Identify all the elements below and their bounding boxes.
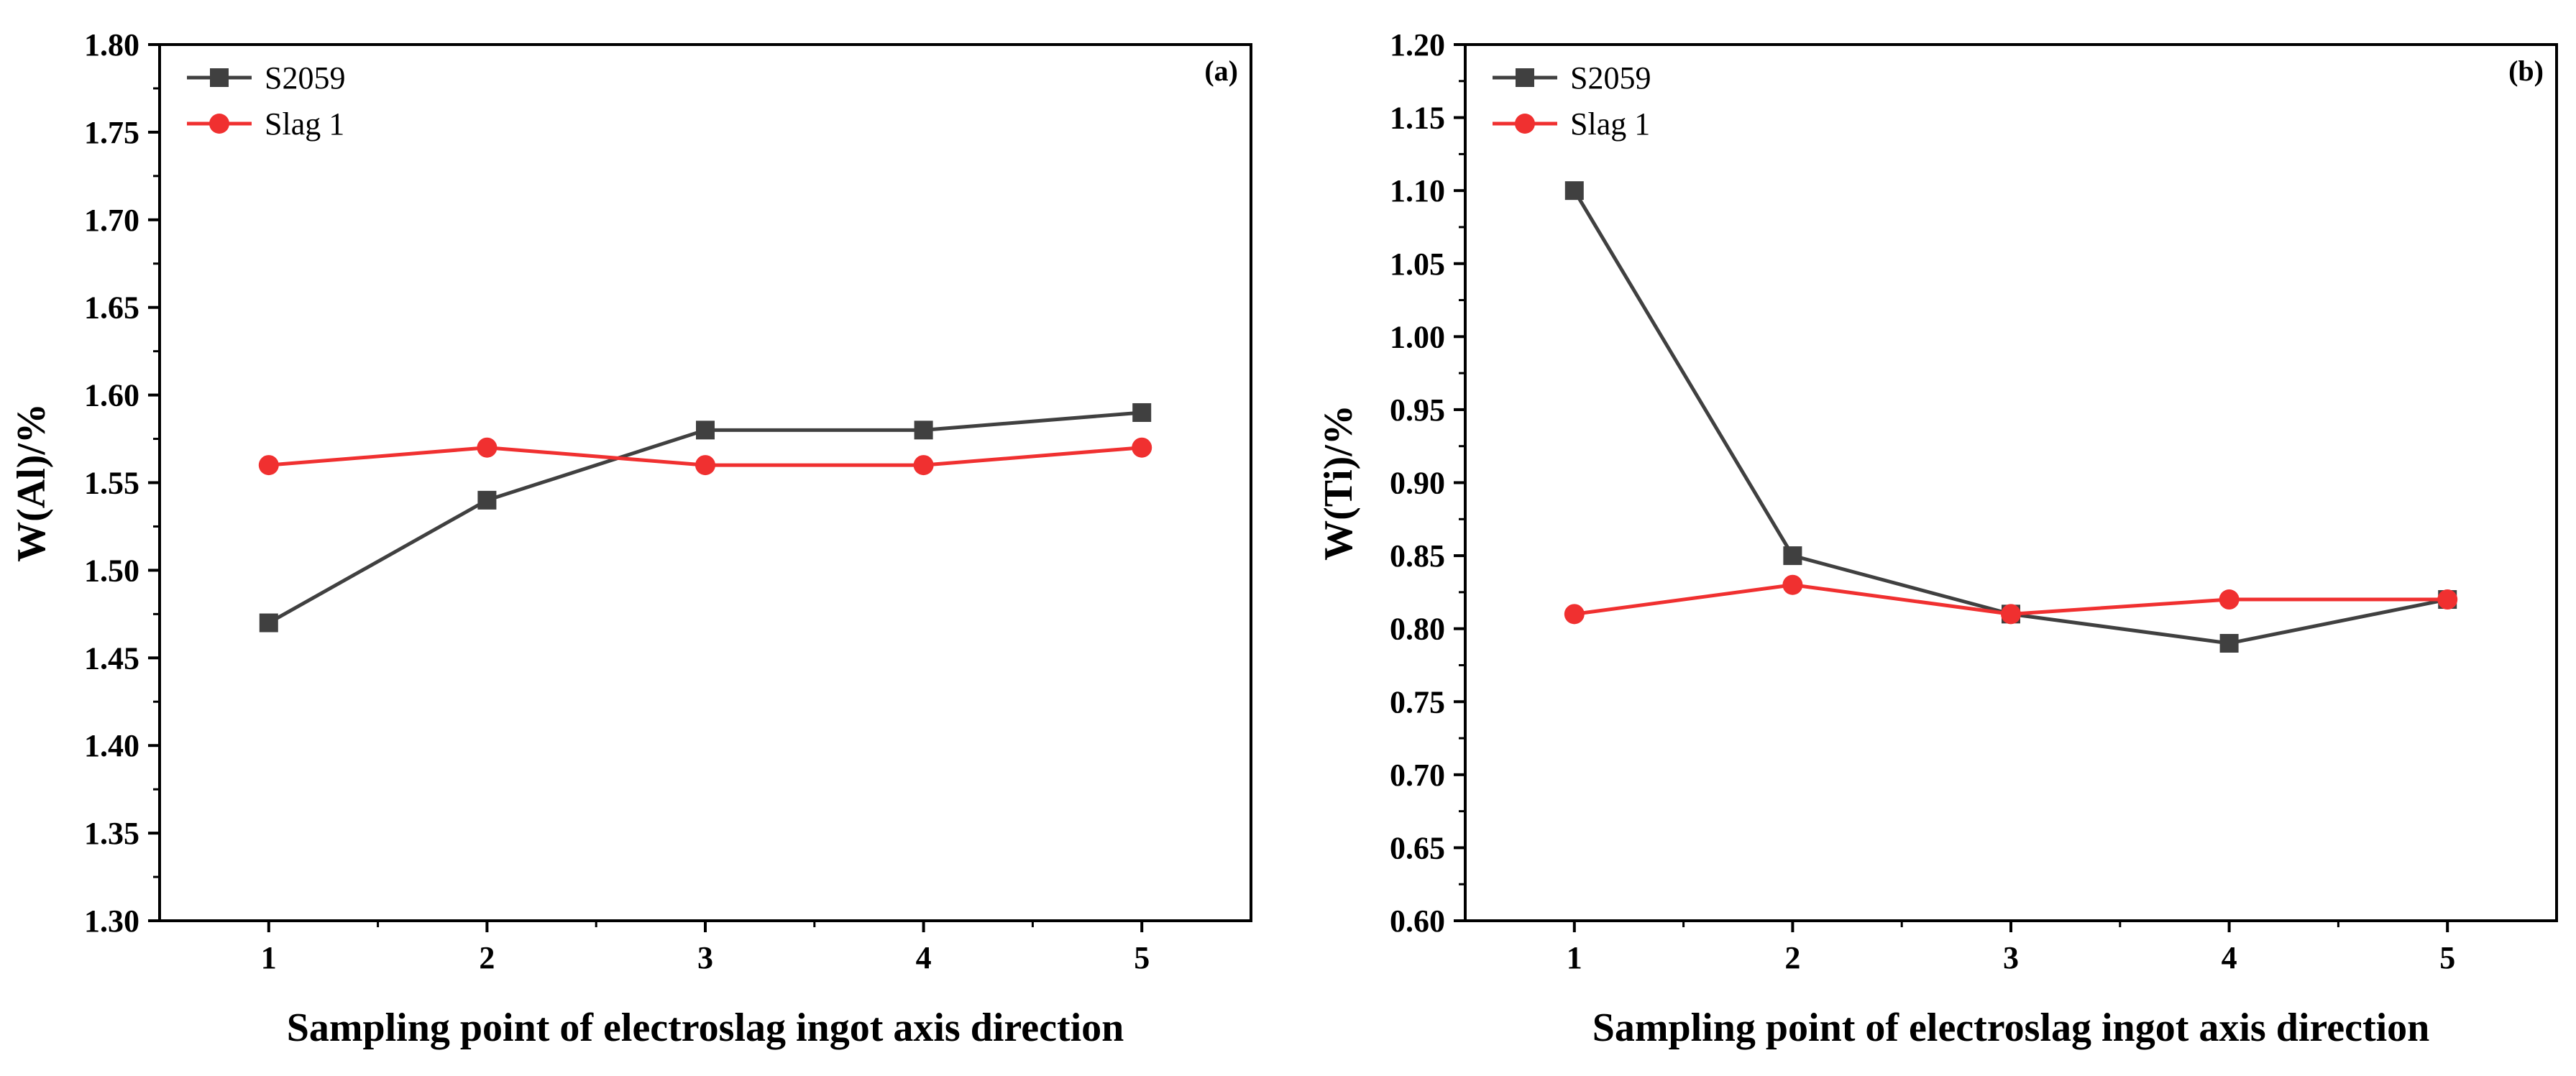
y-tick-label: 1.30 — [84, 903, 139, 939]
y-tick-label: 1.40 — [84, 728, 139, 763]
x-axis-title: Sampling point of electroslag ingot axis… — [287, 1006, 1124, 1050]
y-tick-label: 1.55 — [84, 466, 139, 501]
x-tick-label: 3 — [2003, 940, 2019, 975]
x-tick-label: 5 — [2439, 940, 2455, 975]
y-tick-label: 1.45 — [84, 640, 139, 676]
x-tick-label: 4 — [2222, 940, 2237, 975]
legend-marker-square — [210, 68, 229, 87]
x-tick-label: 2 — [479, 940, 495, 975]
plot-frame — [1464, 43, 2558, 922]
plot-frame — [158, 43, 1252, 922]
legend-label: Slag 1 — [265, 106, 344, 142]
data-point-s2059 — [1783, 546, 1802, 566]
y-tick-label: 0.65 — [1390, 830, 1445, 865]
y-tick-label: 1.20 — [1390, 27, 1445, 63]
chart-panel-b: 0.60 0.65 0.70 0.75 0.80 0.85 0.90 0.95 1.00 1.05… — [1316, 27, 2558, 1050]
data-point-s2059 — [2219, 633, 2239, 653]
data-point-slag1 — [2001, 604, 2021, 625]
data-point-slag1 — [1132, 437, 1152, 458]
panel-label: (b) — [2508, 55, 2544, 87]
y-tick-label: 0.95 — [1390, 392, 1445, 428]
y-tick-label: 0.60 — [1390, 903, 1445, 939]
y-axis-title: W(Ti)/% — [1316, 405, 1361, 561]
series-line-0 — [267, 410, 1142, 625]
y-tick-label: 1.10 — [1390, 173, 1445, 208]
data-point-slag1 — [258, 455, 279, 476]
x-tick-label: 4 — [916, 940, 932, 975]
series-line-0 — [1572, 189, 2448, 645]
y-tick-label: 1.75 — [84, 115, 139, 150]
x-tick-label: 1 — [261, 940, 277, 975]
y-tick-label: 1.50 — [84, 553, 139, 588]
y-tick-label: 0.75 — [1390, 684, 1445, 719]
y-tick-label: 1.65 — [84, 290, 139, 326]
y-tick-label: 1.80 — [84, 27, 139, 63]
y-tick-label: 0.70 — [1390, 758, 1445, 793]
data-point-slag1 — [913, 455, 934, 476]
y-tick-label: 1.70 — [84, 203, 139, 238]
data-point-slag1 — [2437, 589, 2458, 610]
y-tick-label: 1.60 — [84, 378, 139, 413]
data-point-s2059 — [914, 420, 933, 440]
y-tick-label: 1.15 — [1390, 101, 1445, 136]
x-tick-label: 1 — [1567, 940, 1582, 975]
legend-label: S2059 — [265, 60, 345, 96]
legend-marker-circle — [209, 114, 229, 134]
data-point-slag1 — [2219, 589, 2240, 610]
data-point-s2059 — [1132, 403, 1152, 422]
data-point-slag1 — [1782, 574, 1803, 595]
legend-label: Slag 1 — [1570, 106, 1650, 142]
y-tick-label: 0.85 — [1390, 538, 1445, 574]
chart-panel-a: 1.30 1.35 1.40 1.45 1.50 1.55 1.60 1.65 1.70 1.75… — [9, 27, 1252, 1050]
y-axis-title: W(Al)/% — [9, 403, 54, 562]
y-tick-label: 1.35 — [84, 816, 139, 851]
data-point-s2059 — [259, 613, 278, 633]
x-tick-label: 2 — [1784, 940, 1800, 975]
x-axis-title: Sampling point of electroslag ingot axis… — [1592, 1006, 2430, 1050]
y-tick-label: 0.80 — [1390, 612, 1445, 647]
legend-marker-circle — [1515, 114, 1535, 134]
panel-label: (a) — [1204, 55, 1238, 87]
x-tick-label: 5 — [1134, 940, 1150, 975]
data-point-slag1 — [477, 437, 498, 458]
data-point-s2059 — [696, 420, 715, 440]
x-tick-label: 3 — [697, 940, 713, 975]
legend-label: S2059 — [1570, 60, 1651, 96]
data-point-slag1 — [1564, 604, 1585, 625]
y-tick-label: 1.00 — [1390, 319, 1445, 354]
y-tick-label: 1.05 — [1390, 247, 1445, 282]
data-point-s2059 — [477, 490, 497, 510]
data-point-slag1 — [695, 455, 715, 476]
legend-marker-square — [1516, 68, 1534, 87]
data-point-s2059 — [1564, 181, 1584, 201]
y-tick-label: 0.90 — [1390, 466, 1445, 501]
